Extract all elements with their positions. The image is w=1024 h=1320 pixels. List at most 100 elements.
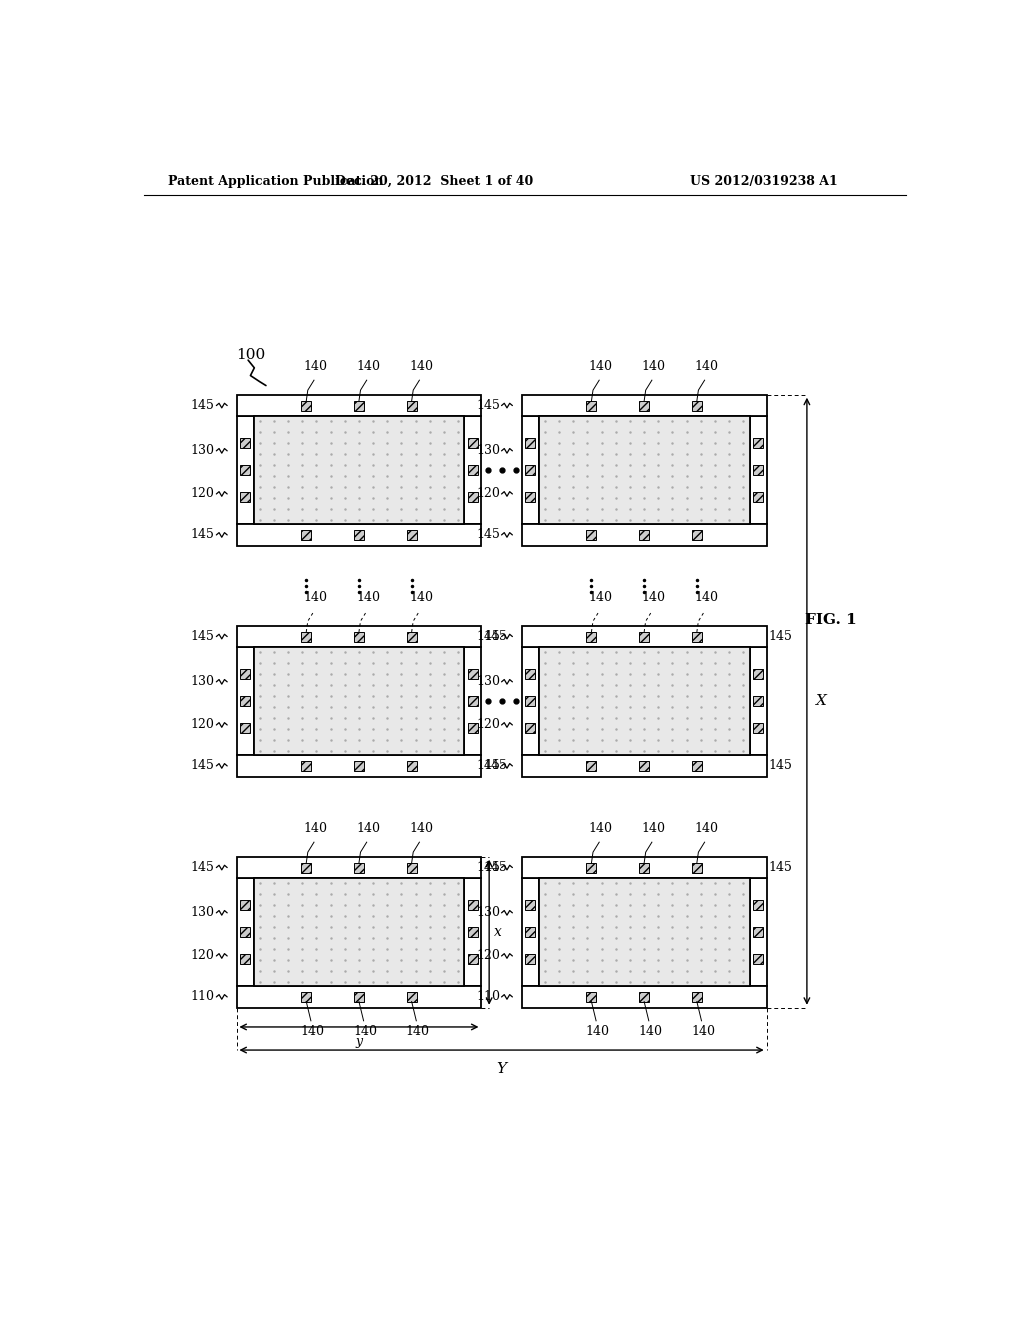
Bar bbox=[539, 416, 750, 524]
Bar bbox=[240, 927, 250, 937]
Text: 140: 140 bbox=[356, 360, 380, 374]
Bar bbox=[354, 760, 364, 771]
Text: 100: 100 bbox=[237, 347, 266, 362]
Text: 120: 120 bbox=[190, 487, 215, 500]
Bar bbox=[692, 760, 701, 771]
Bar bbox=[753, 492, 763, 502]
Text: 140: 140 bbox=[589, 822, 612, 836]
Bar bbox=[639, 862, 649, 873]
Text: 140: 140 bbox=[300, 1024, 325, 1038]
Bar bbox=[468, 900, 478, 911]
Bar bbox=[254, 416, 464, 524]
Bar bbox=[301, 991, 311, 1002]
Bar bbox=[587, 862, 597, 873]
Bar bbox=[692, 529, 701, 540]
Bar bbox=[525, 492, 536, 502]
Text: 145: 145 bbox=[483, 630, 508, 643]
Bar bbox=[237, 395, 481, 416]
Text: 145: 145 bbox=[190, 528, 215, 541]
Bar bbox=[750, 878, 767, 986]
Bar bbox=[301, 862, 311, 873]
Text: 140: 140 bbox=[356, 822, 380, 836]
Bar bbox=[753, 465, 763, 475]
Bar bbox=[240, 669, 250, 680]
Bar bbox=[525, 954, 536, 964]
Text: 140: 140 bbox=[589, 591, 612, 605]
Bar bbox=[525, 465, 536, 475]
Bar bbox=[525, 900, 536, 911]
Bar bbox=[692, 400, 701, 411]
Bar bbox=[407, 400, 417, 411]
Bar bbox=[525, 927, 536, 937]
Text: 145: 145 bbox=[190, 630, 215, 643]
Bar bbox=[240, 696, 250, 706]
Bar bbox=[468, 954, 478, 964]
Text: y: y bbox=[355, 1035, 362, 1048]
Text: FIG. 1: FIG. 1 bbox=[805, 614, 856, 627]
Bar bbox=[407, 862, 417, 873]
Text: 145: 145 bbox=[483, 861, 508, 874]
Bar bbox=[753, 696, 763, 706]
Bar bbox=[468, 927, 478, 937]
Bar bbox=[753, 900, 763, 911]
Bar bbox=[521, 626, 767, 647]
Bar bbox=[525, 669, 536, 680]
Bar bbox=[692, 631, 701, 642]
Text: 140: 140 bbox=[691, 1024, 715, 1038]
Text: 130: 130 bbox=[190, 676, 215, 688]
Text: 140: 140 bbox=[409, 360, 433, 374]
Bar bbox=[237, 626, 481, 647]
Bar bbox=[354, 631, 364, 642]
Bar bbox=[521, 755, 767, 776]
Bar bbox=[639, 991, 649, 1002]
Text: 145: 145 bbox=[483, 759, 508, 772]
Text: X: X bbox=[816, 694, 827, 709]
Bar bbox=[639, 760, 649, 771]
Text: 145: 145 bbox=[769, 630, 793, 643]
Bar bbox=[539, 878, 750, 986]
Text: 110: 110 bbox=[476, 990, 500, 1003]
Bar bbox=[301, 529, 311, 540]
Bar bbox=[464, 878, 481, 986]
Text: 120: 120 bbox=[190, 718, 215, 731]
Text: 140: 140 bbox=[641, 591, 666, 605]
Bar bbox=[237, 857, 481, 878]
Text: 145: 145 bbox=[476, 528, 500, 541]
Text: 120: 120 bbox=[476, 487, 500, 500]
Text: 120: 120 bbox=[476, 949, 500, 962]
Bar bbox=[468, 669, 478, 680]
Bar bbox=[750, 647, 767, 755]
Bar bbox=[354, 991, 364, 1002]
Bar bbox=[521, 986, 767, 1007]
Bar bbox=[521, 395, 767, 416]
Bar bbox=[521, 524, 767, 545]
Text: 130: 130 bbox=[190, 445, 215, 457]
Text: US 2012/0319238 A1: US 2012/0319238 A1 bbox=[689, 176, 838, 187]
Text: 140: 140 bbox=[586, 1024, 609, 1038]
Text: 140: 140 bbox=[409, 822, 433, 836]
Text: 145: 145 bbox=[476, 630, 500, 643]
Bar bbox=[240, 465, 250, 475]
Bar bbox=[254, 878, 464, 986]
Bar bbox=[468, 492, 478, 502]
Text: 145: 145 bbox=[190, 759, 215, 772]
Text: 145: 145 bbox=[190, 861, 215, 874]
Bar bbox=[237, 755, 481, 776]
Bar bbox=[254, 647, 464, 755]
Text: 145: 145 bbox=[769, 759, 793, 772]
Bar bbox=[240, 492, 250, 502]
Bar bbox=[639, 529, 649, 540]
Text: 145: 145 bbox=[769, 861, 793, 874]
Text: 140: 140 bbox=[641, 360, 666, 374]
Text: 145: 145 bbox=[476, 759, 500, 772]
Text: 140: 140 bbox=[694, 822, 718, 836]
Bar bbox=[468, 696, 478, 706]
Text: 140: 140 bbox=[303, 591, 328, 605]
Bar bbox=[692, 991, 701, 1002]
Text: 120: 120 bbox=[476, 718, 500, 731]
Bar bbox=[237, 647, 254, 755]
Text: 140: 140 bbox=[694, 591, 718, 605]
Text: 140: 140 bbox=[356, 591, 380, 605]
Text: 140: 140 bbox=[353, 1024, 377, 1038]
Text: 110: 110 bbox=[190, 990, 215, 1003]
